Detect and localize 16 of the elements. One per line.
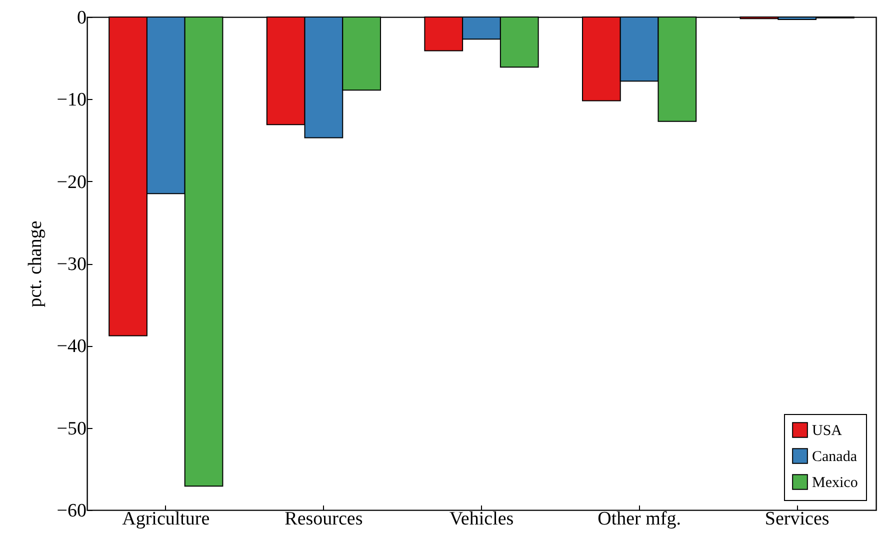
legend-label: Mexico	[812, 475, 858, 491]
y-tick-label: 0	[77, 8, 86, 28]
y-tick-label: −20	[56, 172, 86, 193]
legend-label: Canada	[812, 449, 858, 465]
y-tick-label: −10	[56, 90, 86, 111]
x-tick-label: Other mfg.	[598, 508, 681, 530]
x-tick-label: Resources	[284, 508, 363, 530]
x-tick-label: Services	[764, 508, 830, 530]
legend-label: USA	[812, 423, 842, 439]
y-axis-title: pct. change	[24, 220, 46, 308]
x-tick-label: Vehicles	[449, 508, 514, 530]
y-tick-label: −40	[56, 336, 86, 358]
y-tick-label: −30	[56, 254, 86, 275]
y-tick-label: −60	[56, 500, 86, 522]
y-tick-label: −50	[56, 418, 86, 440]
x-tick-label: Agriculture	[122, 508, 210, 530]
